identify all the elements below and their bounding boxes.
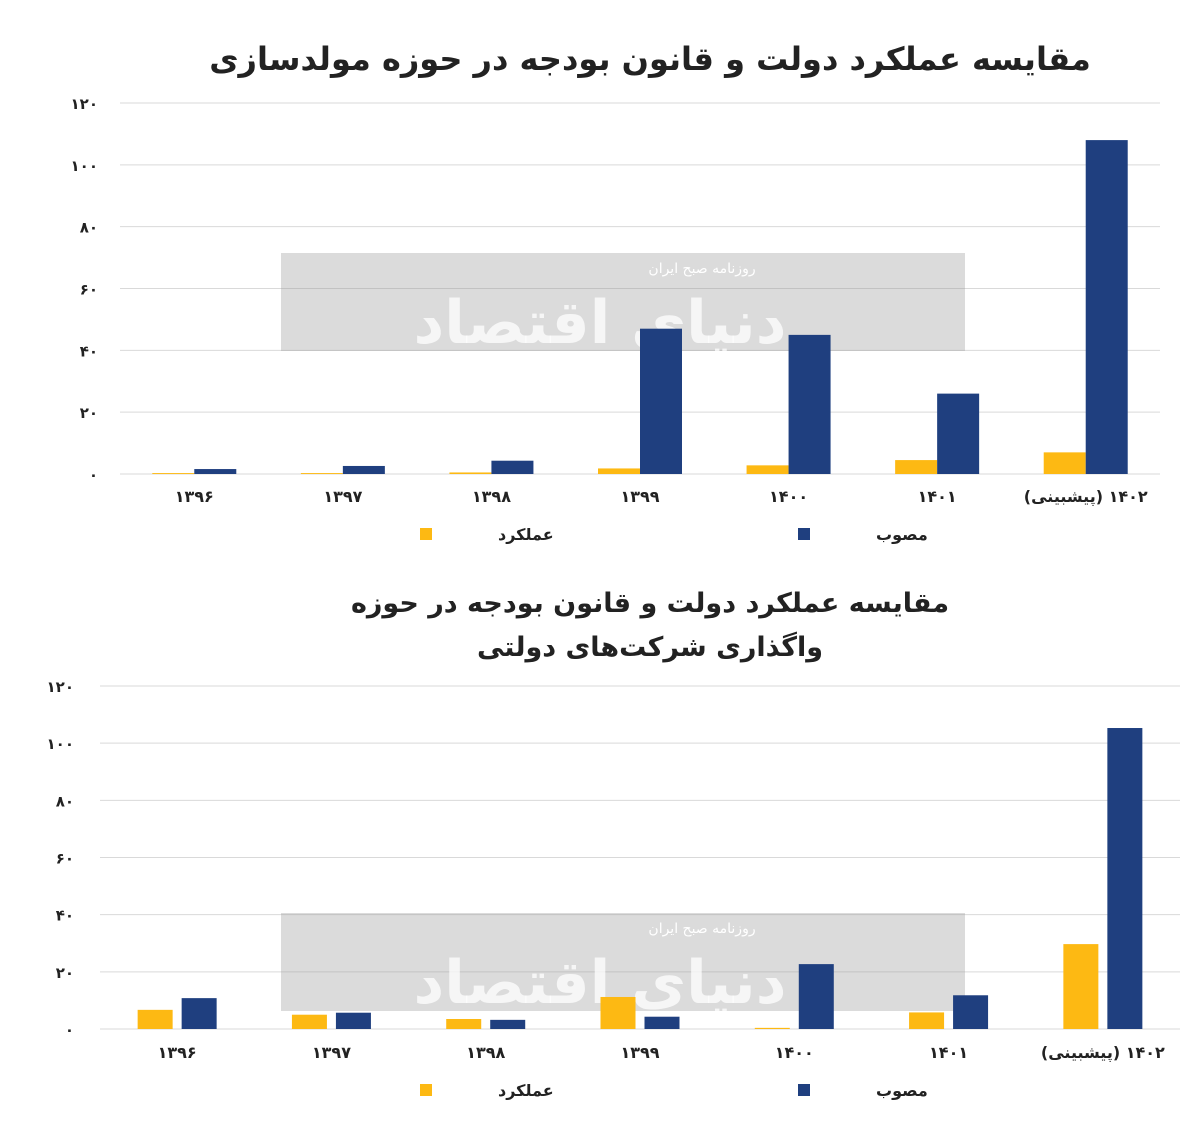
x-tick-label: ۱۳۹۶	[158, 1043, 197, 1062]
y-tick-label: ۲۰	[80, 404, 98, 422]
chart-2: مقایسه عملکرد دولت و قانون بودجه در حوزه…	[47, 588, 1180, 1100]
y-tick-label: ۶۰	[80, 281, 98, 299]
bar-approved	[937, 393, 980, 474]
bar-approved	[1107, 728, 1143, 1029]
bar-actual	[137, 1009, 173, 1029]
bar-actual	[300, 473, 343, 474]
watermark-box	[281, 913, 965, 1011]
y-tick-label: ۴۰	[56, 907, 74, 925]
chart-title: مقایسه عملکرد دولت و قانون بودجه در حوزه…	[209, 40, 1091, 78]
chart-title: واگذاری شرکت‌های دولتی	[477, 631, 823, 663]
bar-actual	[746, 465, 789, 474]
bar-actual	[895, 460, 938, 474]
bar-approved	[181, 998, 217, 1029]
legend-label: عملکرد	[498, 525, 554, 544]
x-tick-label: ۱۳۹۷	[323, 487, 362, 506]
y-tick-label: ۴۰	[80, 342, 98, 360]
bar-actual	[449, 472, 492, 474]
bar-approved	[798, 964, 834, 1029]
watermark-label: روزنامه صبح ایران	[648, 921, 755, 937]
y-tick-label: ۰	[89, 466, 98, 484]
y-tick-label: ۱۰۰	[47, 735, 74, 753]
watermark-logo: دنیای اقتصاد	[413, 288, 786, 358]
bar-actual	[600, 996, 636, 1029]
watermark-label: روزنامه صبح ایران	[648, 261, 755, 277]
x-tick-label: ۱۳۹۶	[175, 487, 214, 506]
legend-label: عملکرد	[498, 1081, 554, 1100]
bar-approved	[788, 334, 831, 474]
x-tick-label: ۱۳۹۹	[620, 487, 659, 506]
y-tick-label: ۱۰۰	[71, 157, 98, 175]
y-tick-label: ۰	[65, 1021, 74, 1039]
legend-swatch	[420, 528, 432, 540]
bar-actual	[446, 1018, 482, 1029]
y-tick-label: ۲۰	[56, 964, 74, 982]
y-tick-label: ۶۰	[56, 850, 74, 868]
watermark-logo: دنیای اقتصاد	[413, 948, 786, 1018]
bar-actual	[909, 1012, 945, 1029]
x-tick-label: ۱۴۰۰	[775, 1043, 814, 1062]
bar-actual	[291, 1014, 327, 1029]
bar-actual	[152, 473, 195, 474]
bar-approved	[1085, 140, 1128, 474]
bar-approved	[490, 1019, 526, 1029]
y-tick-label: ۱۲۰	[47, 678, 74, 696]
bar-approved	[491, 460, 534, 474]
x-tick-label: ۱۳۹۸	[472, 487, 511, 506]
x-tick-label: ۱۴۰۲ (پیشبینی)	[1024, 487, 1148, 507]
x-tick-label: ۱۴۰۱	[918, 487, 957, 506]
bar-approved	[953, 995, 989, 1029]
legend-swatch	[420, 1084, 432, 1096]
watermark-box	[281, 253, 965, 351]
x-tick-label: ۱۳۹۸	[466, 1043, 505, 1062]
chart-1: مقایسه عملکرد دولت و قانون بودجه در حوزه…	[71, 40, 1160, 544]
bar-approved	[335, 1012, 371, 1029]
legend-label: مصوب	[876, 525, 928, 544]
legend-label: مصوب	[876, 1081, 928, 1100]
y-tick-label: ۸۰	[80, 219, 98, 237]
legend-swatch	[798, 528, 810, 540]
legend-swatch	[798, 1084, 810, 1096]
x-tick-label: ۱۳۹۹	[620, 1043, 659, 1062]
y-tick-label: ۸۰	[56, 792, 74, 810]
bar-actual	[598, 468, 640, 474]
bar-actual	[1063, 944, 1099, 1029]
bar-approved	[194, 469, 237, 474]
bar-actual	[754, 1027, 790, 1029]
x-tick-label: ۱۳۹۷	[312, 1043, 351, 1062]
chart-title: مقایسه عملکرد دولت و قانون بودجه در حوزه	[351, 588, 949, 619]
y-tick-label: ۱۲۰	[71, 95, 98, 113]
x-tick-label: ۱۴۰۲ (پیشبینی)	[1041, 1043, 1165, 1063]
x-tick-label: ۱۴۰۰	[769, 487, 808, 506]
x-tick-label: ۱۴۰۱	[929, 1043, 968, 1062]
bar-approved	[640, 328, 682, 474]
bar-approved	[644, 1016, 680, 1029]
bar-actual	[1043, 452, 1086, 474]
bar-approved	[342, 465, 385, 474]
